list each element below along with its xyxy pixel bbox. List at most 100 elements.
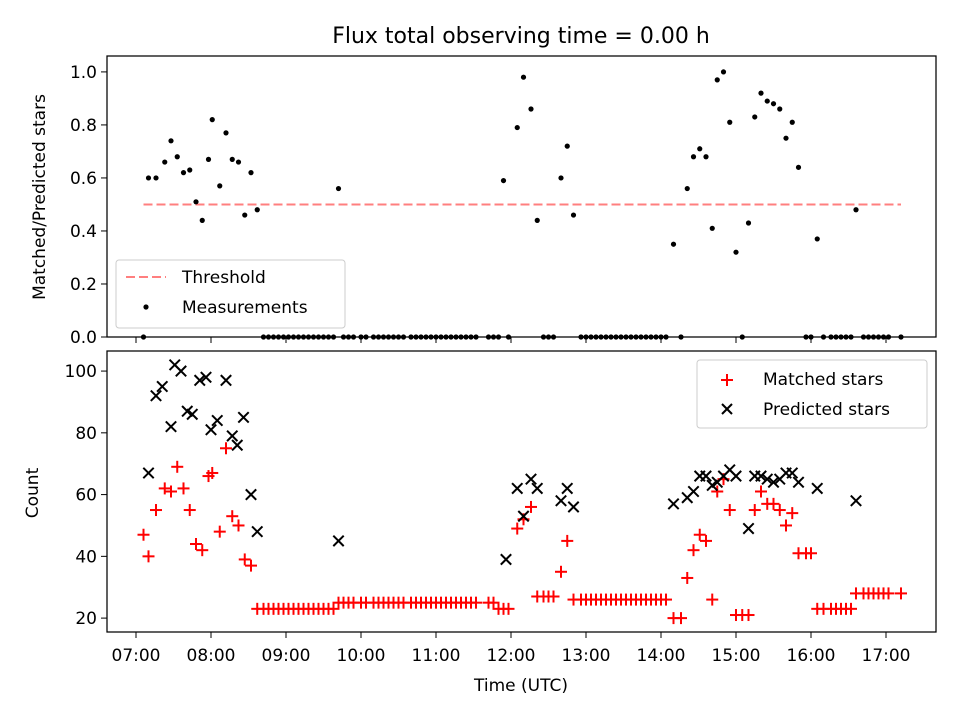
predicted-star-marker-b [142,467,155,479]
measurement-point [770,101,777,107]
matched-star-marker [190,537,202,550]
matched-star-marker [238,553,251,566]
measurement-point [187,167,193,173]
measurement-point [153,175,159,181]
measurement-point [242,212,248,218]
chart-title: Flux total observing time = 0.00 h [332,24,710,49]
predicted-star-marker [175,365,187,377]
measurement-point [174,154,180,160]
predicted-star-marker-b [755,470,767,482]
measurement-point [670,241,677,247]
matched-star-marker [245,559,257,572]
x-tick-label: 15:00 [712,646,761,666]
top-y-ticks: 0.0 0.2 0.4 0.6 0.8 1.0 [70,63,107,348]
matched-star-marker [150,504,162,517]
predicted-star-marker [186,408,199,421]
matched-star-marker [547,590,560,603]
predicted-star-marker-b [730,470,742,482]
predicted-star-marker [193,374,206,387]
matched-star-marker [232,519,245,532]
predicted-star-marker [811,482,824,495]
measurement-point [764,98,770,104]
bottom-y-ticks: 20 40 60 80 100 [65,362,107,629]
matched-star-marker [742,609,755,622]
measurement-point [783,135,789,141]
measurement-point [520,74,527,80]
matched-star-marker [511,522,524,535]
bottom-legend-box [696,359,928,429]
y-tick-label: 80 [75,424,97,444]
predicted-star-marker-b [165,420,177,433]
top-axes-frame [106,55,937,338]
predicted-star-marker [251,525,264,538]
measurement-point [162,159,168,165]
predicted-star-marker [525,473,537,486]
predicted-star-marker-b [193,374,206,387]
predicted-star-marker [245,488,257,501]
predicted-star-marker [150,389,162,402]
x-tick-label: 16:00 [787,646,836,666]
measurement-point [145,175,152,181]
measurement-point [727,119,733,125]
predicted-star-marker-b [168,358,181,371]
top-legend: Threshold Measurements [115,259,346,329]
predicted-star-marker [200,371,212,384]
matched-star-marker [845,602,857,615]
matched-star-marker [723,504,736,517]
matched-star-marker [773,504,786,517]
measurement-point [534,217,540,223]
measurement-point [254,207,260,213]
legend-measurements-label: Measurements [182,298,308,318]
top-legend-box [115,259,346,329]
predicted-star-marker-b [525,473,537,486]
predicted-star-marker [555,494,567,507]
measurement-point [223,130,229,136]
measurement-point [709,225,715,231]
predicted-star-marker-b [786,467,799,479]
predicted-star-marker [567,501,580,513]
predicted-star-marker-b [175,365,187,377]
measurement-point [714,77,720,83]
predicted-star-marker [700,470,712,482]
y-tick-label: 0.4 [70,222,97,242]
predicted-star-marker-b [251,525,264,538]
predicted-star-marker-b [231,439,244,452]
measurement-point [514,124,520,131]
predicted-star-marker-b [767,476,780,489]
matched-star-marker [681,571,694,584]
measurement-point [248,170,254,176]
legend-predicted-label: Predicted stars [763,400,890,420]
x-tick-label: 17:00 [862,646,911,666]
matched-star-marker [561,534,574,547]
predicted-star-marker-b [517,510,530,523]
y-tick-label: 0.0 [70,328,97,348]
predicted-star-marker-b [500,553,512,566]
measurement-point [745,220,752,226]
predicted-star-marker [226,430,239,442]
predicted-star-marker-b [555,494,567,507]
predicted-star-marker-b [723,463,736,476]
matched-star-marker [137,528,150,541]
predicted-star-marker [742,522,755,535]
measurement-point [814,236,820,242]
predicted-star-marker [730,470,742,482]
x-tick-label: 10:00 [337,646,386,666]
measurement-point [564,143,570,149]
matched-star-marker [502,602,515,615]
predicted-star-marker-b [211,414,224,427]
matched-star-marker [780,519,792,532]
predicted-star-marker [237,411,250,424]
matched-star-marker [687,544,700,557]
predicted-star-marker [761,473,774,486]
bottom-y-axis-label: Count [23,467,43,518]
predicted-star-marker-b [226,430,239,442]
matched-star-marker [660,593,672,606]
predicted-star-marker-b [181,405,194,418]
matched-star-marker [555,565,567,578]
y-tick-label: 0.6 [70,169,97,189]
measurement-point [558,175,564,181]
predicted-star-marker [220,374,232,387]
predicted-star-marker-b [205,423,217,436]
measurement-point [684,185,690,192]
measurement-point [720,69,727,75]
